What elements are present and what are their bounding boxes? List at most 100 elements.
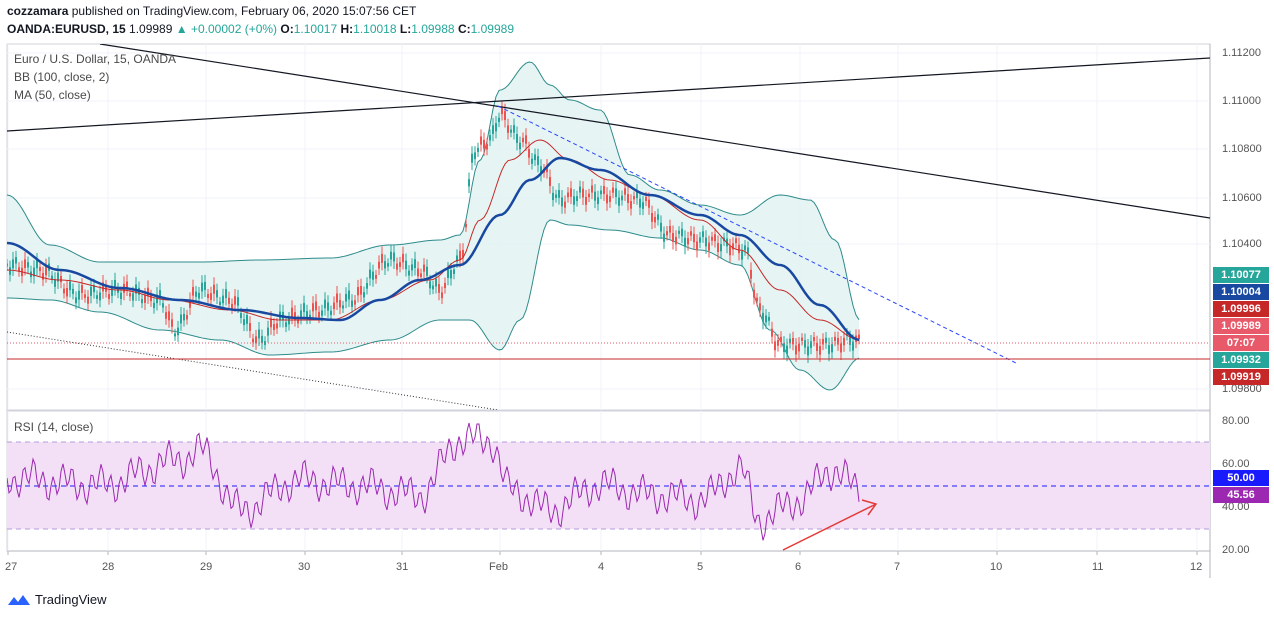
candle-body <box>486 144 488 150</box>
candle-body <box>267 327 269 336</box>
rsi-midline-tag: 50.00 <box>1213 470 1269 486</box>
candle-body <box>648 199 650 208</box>
publisher-name[interactable]: cozzamara <box>7 4 69 18</box>
axis-ticks <box>7 551 1198 555</box>
candle-body <box>126 281 128 290</box>
candle-body <box>405 260 407 270</box>
candle-body <box>633 196 635 200</box>
candle-body <box>528 149 530 158</box>
candle-body <box>159 290 161 299</box>
candle-body <box>246 314 248 324</box>
candle-body <box>585 196 587 205</box>
bollinger-basis-line <box>7 139 860 341</box>
candle-body <box>9 267 11 275</box>
candle-body <box>666 231 668 236</box>
upper-trendline <box>7 57 1210 132</box>
candle-body <box>318 311 320 318</box>
candle-body <box>597 197 599 205</box>
rsi-pane[interactable] <box>7 422 1210 541</box>
candle-body <box>606 194 608 204</box>
candle-body <box>570 188 572 197</box>
candle-body <box>525 135 527 144</box>
legend-symbol-title[interactable]: Euro / U.S. Dollar, 15, OANDA <box>14 52 177 66</box>
candle-body <box>795 345 797 355</box>
candle-body <box>615 188 617 198</box>
candle-body <box>729 246 731 256</box>
candle-body <box>549 176 551 186</box>
candle-body <box>759 303 761 311</box>
close-label: C: <box>457 22 471 36</box>
candle-body <box>531 158 533 164</box>
candle-body <box>843 337 845 346</box>
time-axis-label: 29 <box>200 561 213 573</box>
candle-body <box>249 323 251 331</box>
price-pane[interactable] <box>6 44 1210 410</box>
candle-body <box>411 264 413 271</box>
time-axis-label: 7 <box>894 561 901 573</box>
candle-body <box>339 300 341 308</box>
dotted-trendline <box>7 331 499 410</box>
candle-body <box>399 262 401 267</box>
symbol-label[interactable]: OANDA:EURUSD, 15 <box>7 22 126 36</box>
candle-body <box>450 270 452 279</box>
candle-body <box>333 302 335 310</box>
candle-body <box>813 337 815 342</box>
candle-body <box>312 303 314 312</box>
candle-body <box>552 192 554 201</box>
candle-body <box>336 293 338 303</box>
candle-body <box>183 313 185 321</box>
support-line-price-tag: 1.09919 <box>1213 369 1269 385</box>
legend-moving-average[interactable]: MA (50, close) <box>14 88 91 102</box>
candle-body <box>624 188 626 195</box>
candle-body <box>54 279 56 287</box>
candle-body <box>216 290 218 298</box>
legend-bollinger-bands[interactable]: BB (100, close, 2) <box>14 70 110 84</box>
bollinger-upper-line <box>7 61 860 320</box>
tradingview-footer[interactable]: TradingView <box>7 592 107 607</box>
candle-body <box>459 250 461 260</box>
candle-body <box>744 245 746 251</box>
candle-body <box>498 117 500 123</box>
time-axis-label: 30 <box>298 561 311 573</box>
price-axis-label: 1.10600 <box>1222 192 1262 204</box>
candle-body <box>732 243 734 250</box>
candle-body <box>786 345 788 355</box>
candle-body <box>390 251 392 260</box>
candle-body <box>192 286 194 296</box>
candle-body <box>387 263 389 267</box>
candle-body <box>36 260 38 269</box>
candle-body <box>207 293 209 298</box>
candle-body <box>60 276 62 283</box>
bb-lower-price-tag: 1.09932 <box>1213 352 1269 368</box>
time-axis-label: 4 <box>598 561 605 573</box>
candle-body <box>84 294 86 298</box>
candle-body <box>741 251 743 260</box>
candle-body <box>396 263 398 270</box>
candle-body <box>261 335 263 343</box>
candle-body <box>87 296 89 304</box>
candle-body <box>360 285 362 295</box>
candle-body <box>588 193 590 198</box>
candle-body <box>591 185 593 193</box>
candle-body <box>243 319 245 326</box>
candle-body <box>228 297 230 304</box>
candle-body <box>225 289 227 299</box>
candle-body <box>483 139 485 149</box>
candle-body <box>852 341 854 351</box>
candle-body <box>663 233 665 242</box>
candle-body <box>351 300 353 307</box>
legend-rsi[interactable]: RSI (14, close) <box>14 420 94 434</box>
price-axis-label: 1.09800 <box>1222 383 1262 395</box>
candle-body <box>822 338 824 345</box>
candle-body <box>75 297 77 304</box>
candle-body <box>369 269 371 279</box>
candle-body <box>537 156 539 165</box>
last-price-tag: 1.09989 <box>1213 318 1269 334</box>
candle-body <box>18 267 20 272</box>
candle-body <box>468 179 470 187</box>
candle-body <box>195 291 197 297</box>
candle-body <box>747 247 749 254</box>
candle-body <box>270 318 272 328</box>
time-axis-label: 11 <box>1092 561 1104 573</box>
